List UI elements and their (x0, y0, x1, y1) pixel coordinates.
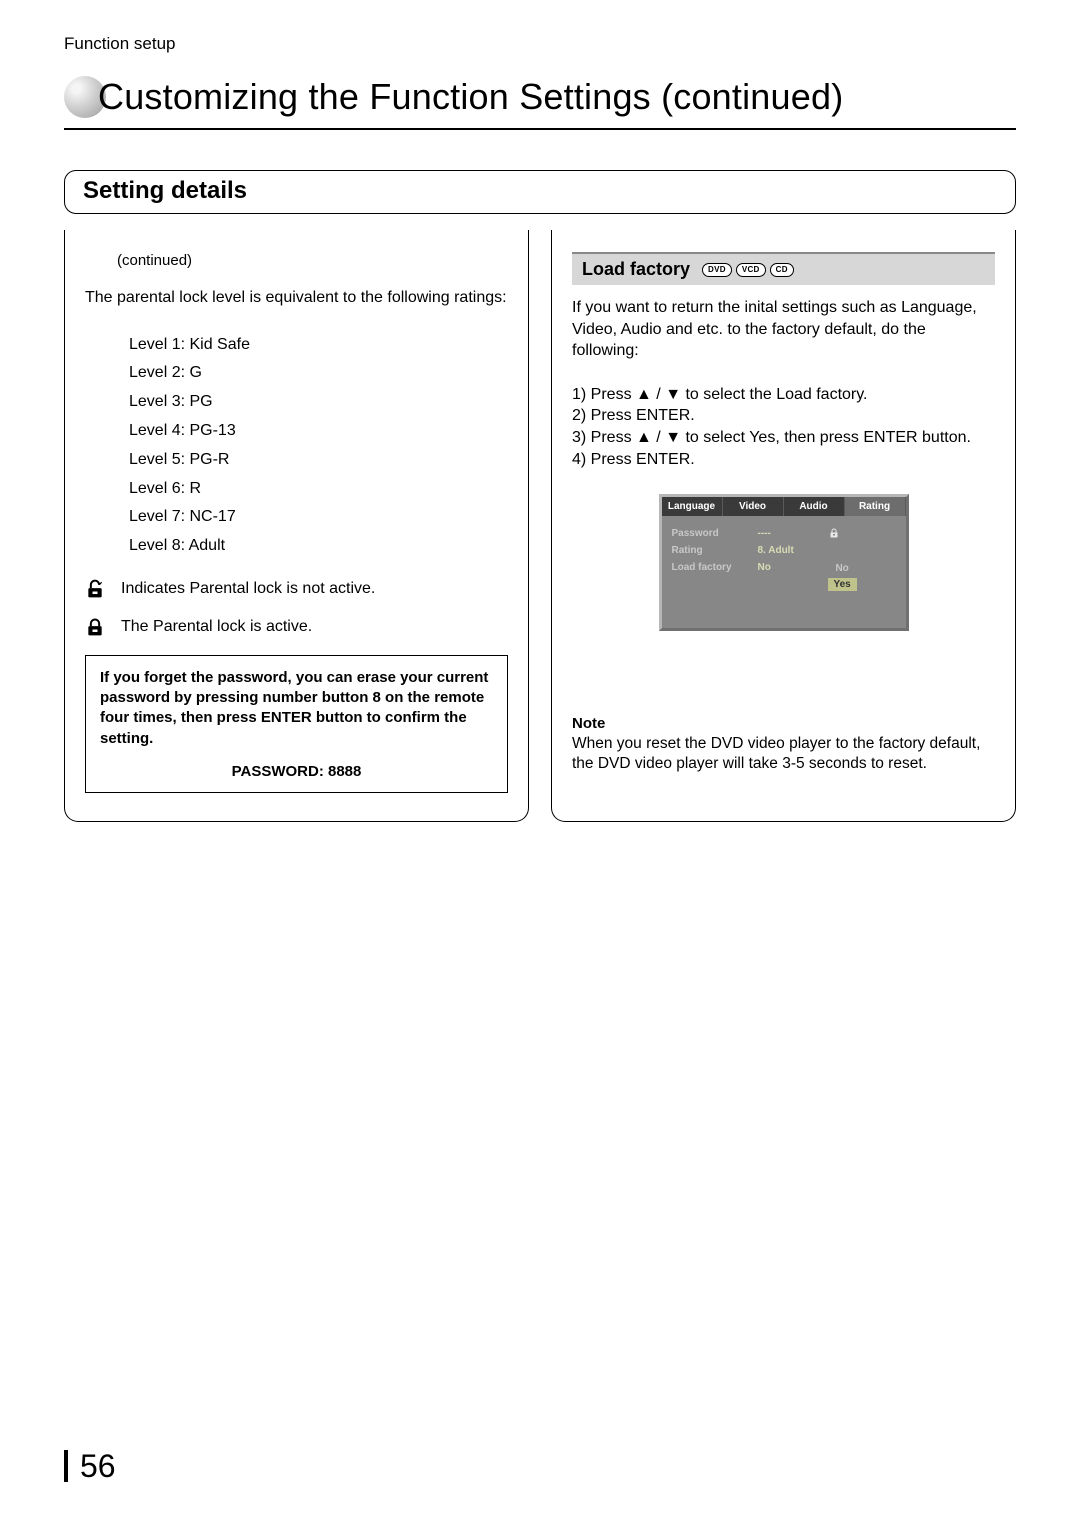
osd-label: Password (672, 528, 752, 539)
level-item: Level 4: PG-13 (129, 417, 508, 446)
right-column: Load factory DVD VCD CD If you want to r… (551, 230, 1016, 822)
osd-tab-rating: Rating (845, 497, 906, 516)
steps-list: 1) Press ▲ / ▼ to select the Load factor… (572, 384, 995, 470)
password-value: PASSWORD: 8888 (100, 763, 493, 780)
osd-label: Load factory (672, 562, 752, 573)
osd-body: Password ---- Rating 8. Adult Load fa (662, 516, 906, 628)
osd-screenshot: Language Video Audio Rating Password ---… (659, 494, 909, 631)
note-text: When you reset the DVD video player to t… (572, 734, 995, 774)
continued-label: (continued) (117, 252, 508, 269)
feature-header: Load factory DVD VCD CD (572, 252, 995, 285)
osd-label: Rating (672, 545, 752, 556)
lock-inactive-text: Indicates Parental lock is not active. (121, 580, 375, 598)
level-item: Level 5: PG-R (129, 446, 508, 475)
lock-mini-icon (828, 527, 840, 539)
page-title: Customizing the Function Settings (conti… (98, 76, 843, 118)
levels-list: Level 1: Kid Safe Level 2: G Level 3: PG… (129, 331, 508, 561)
setting-details-box: Setting details (64, 170, 1016, 214)
level-item: Level 1: Kid Safe (129, 331, 508, 360)
disc-badge-cd: CD (770, 263, 794, 277)
osd-row-rating: Rating 8. Adult (672, 542, 896, 559)
note-block: Note When you reset the DVD video player… (572, 715, 995, 774)
load-factory-intro: If you want to return the inital setting… (572, 297, 995, 362)
lock-inactive-row: Indicates Parental lock is not active. (85, 579, 508, 599)
step-item: 3) Press ▲ / ▼ to select Yes, then press… (572, 427, 995, 449)
lock-closed-icon (85, 617, 105, 637)
osd-tab-language: Language (662, 497, 723, 516)
left-column: (continued) The parental lock level is e… (64, 230, 529, 822)
osd-value: No (758, 562, 822, 573)
lock-open-icon (85, 579, 105, 599)
osd-tab-audio: Audio (784, 497, 845, 516)
password-warning: If you forget the password, you can eras… (100, 668, 493, 749)
disc-badge-vcd: VCD (736, 263, 766, 277)
level-item: Level 6: R (129, 475, 508, 504)
lock-active-text: The Parental lock is active. (121, 618, 312, 636)
step-item: 1) Press ▲ / ▼ to select the Load factor… (572, 384, 995, 406)
feature-title: Load factory (582, 259, 690, 280)
setting-details-title: Setting details (83, 177, 997, 205)
level-item: Level 8: Adult (129, 532, 508, 561)
osd-row-password: Password ---- (672, 524, 896, 542)
osd-tabs: Language Video Audio Rating (662, 497, 906, 516)
section-label: Function setup (64, 34, 1016, 54)
level-item: Level 3: PG (129, 388, 508, 417)
title-row: Customizing the Function Settings (conti… (64, 76, 1016, 130)
note-title: Note (572, 715, 995, 732)
step-item: 4) Press ENTER. (572, 449, 995, 471)
osd-tab-video: Video (723, 497, 784, 516)
osd-choice-no: No (828, 562, 857, 575)
lock-active-row: The Parental lock is active. (85, 617, 508, 637)
step-item: 2) Press ENTER. (572, 405, 995, 427)
osd-row-loadfactory: Load factory No No Yes (672, 559, 896, 594)
osd-value: ---- (758, 528, 822, 539)
osd-choice-yes: Yes (828, 578, 857, 591)
ratings-intro: The parental lock level is equivalent to… (85, 287, 508, 309)
osd-choices: No Yes (828, 562, 857, 591)
page-number: 56 (64, 1450, 116, 1482)
password-box: If you forget the password, you can eras… (85, 655, 508, 793)
level-item: Level 7: NC-17 (129, 503, 508, 532)
level-item: Level 2: G (129, 359, 508, 388)
disc-badges: DVD VCD CD (702, 263, 794, 277)
disc-badge-dvd: DVD (702, 263, 732, 277)
osd-value: 8. Adult (758, 545, 822, 556)
